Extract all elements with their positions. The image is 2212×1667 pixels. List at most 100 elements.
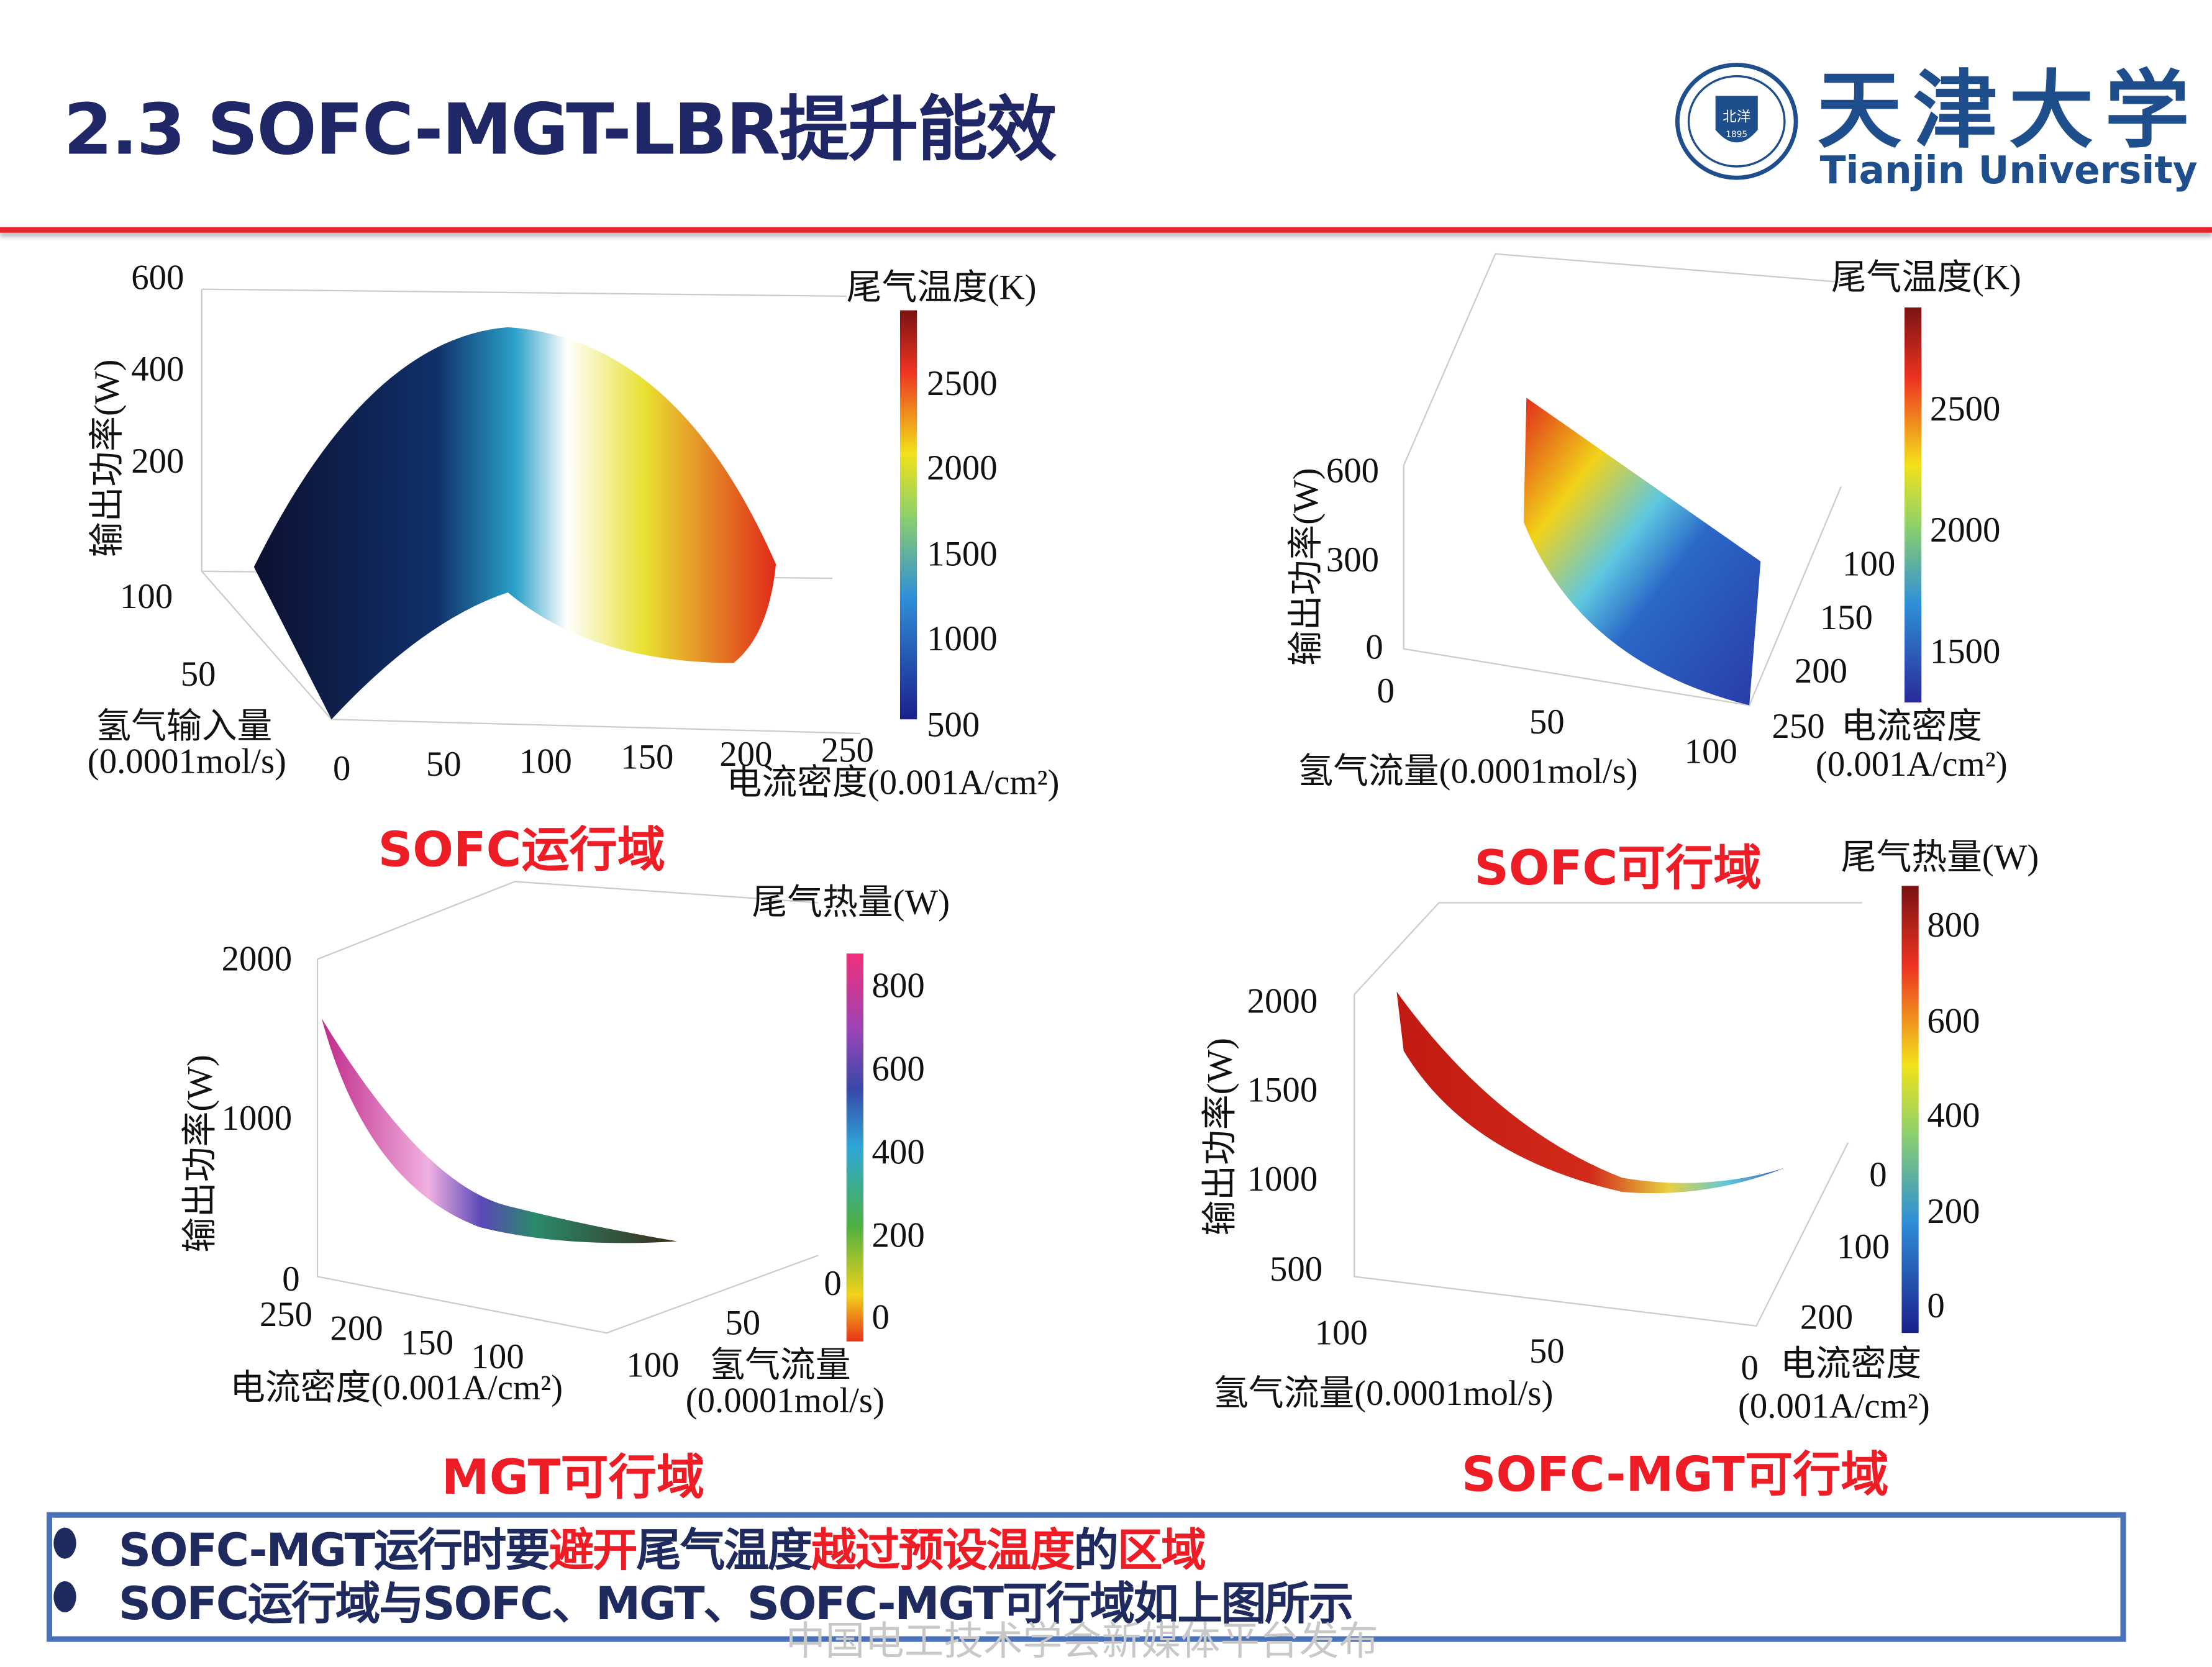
x-tick: 150 xyxy=(621,739,674,778)
text: 尾气温度 xyxy=(636,1523,812,1578)
colorbar-title: 尾气温度(K) xyxy=(1831,259,2021,298)
z-tick: 300 xyxy=(1326,542,1380,580)
y-tick: 100 xyxy=(120,578,173,617)
y-axis-label-unit: (0.0001mol/s) xyxy=(87,743,286,782)
colorbar-title: 尾气热量(W) xyxy=(1841,839,2039,878)
colorbar-tick: 2500 xyxy=(927,365,998,404)
y-axis-label-unit: (0.0001mol/s) xyxy=(685,1382,885,1420)
text: SOFC-MGT运行时要 xyxy=(118,1523,550,1578)
z-axis-label: 输出功率(W) xyxy=(1201,1037,1240,1236)
z-tick: 1000 xyxy=(221,1100,293,1138)
z-tick: 2000 xyxy=(1247,983,1318,1022)
colorbar xyxy=(846,953,863,1342)
colorbar-tick: 2500 xyxy=(1929,391,2001,429)
x-tick: 200 xyxy=(330,1310,383,1349)
summary-box xyxy=(46,1512,2126,1642)
slide-title: 2.3 SOFC-MGT-LBR提升能效 xyxy=(63,89,1057,171)
x-tick: 250 xyxy=(821,732,874,771)
z-tick: 600 xyxy=(1326,453,1380,491)
y-axis-label-unit: (0.001A/cm²) xyxy=(1815,746,2008,784)
x-axis-label: 电流密度(0.001A/cm²) xyxy=(230,1369,563,1408)
colorbar-tick: 1000 xyxy=(927,620,998,659)
colorbar-tick: 800 xyxy=(1927,907,1980,945)
svg-text:北洋: 北洋 xyxy=(1723,109,1750,125)
university-name-en: Tianjin University xyxy=(1819,149,2198,194)
x-tick: 50 xyxy=(426,746,462,784)
watermark: 中国电工技术学会新媒体平台发布 xyxy=(786,1617,1378,1665)
summary-bullet-1: SOFC-MGT运行时要避开尾气温度越过预设温度的区域 xyxy=(118,1515,1206,1579)
z-tick: 1000 xyxy=(1247,1161,1318,1199)
colorbar-tick: 2000 xyxy=(927,450,998,488)
x-axis-label: 氢气流量(0.0001mol/s) xyxy=(1298,753,1638,792)
surface-sofc-mgt-feasible xyxy=(1396,991,1785,1194)
x-axis-label: 氢气流量(0.0001mol/s) xyxy=(1213,1375,1554,1414)
y-tick: 200 xyxy=(1800,1299,1854,1338)
colorbar-tick: 0 xyxy=(872,1299,890,1338)
chart-caption: SOFC-MGT可行域 xyxy=(1461,1447,1889,1504)
colorbar-title: 尾气热量(W) xyxy=(752,884,950,923)
y-tick: 50 xyxy=(725,1304,761,1343)
x-tick: 150 xyxy=(400,1324,454,1363)
colorbar xyxy=(1904,307,1922,703)
z-axis-label: 输出功率(W) xyxy=(181,1055,221,1253)
highlight-text: 避开 xyxy=(548,1523,637,1578)
z-tick: 600 xyxy=(131,259,184,298)
university-name-cn: 天津大学 xyxy=(1817,61,2201,161)
colorbar-tick: 600 xyxy=(872,1050,925,1089)
y-axis-label: 电流密度 xyxy=(1780,1345,1922,1384)
colorbar-tick: 200 xyxy=(1927,1193,1980,1232)
z-axis-label: 输出功率(W) xyxy=(1288,468,1326,666)
university-seal-logo: 北洋 1895 xyxy=(1673,62,1800,181)
z-tick: 0 xyxy=(1365,629,1383,668)
y-tick: 0 xyxy=(1869,1156,1887,1195)
x-tick: 50 xyxy=(1529,704,1565,742)
colorbar-tick: 2000 xyxy=(1929,512,2001,550)
bullet-icon xyxy=(53,1527,76,1559)
x-tick: 100 xyxy=(1314,1314,1368,1353)
colorbar-tick: 1500 xyxy=(1929,633,2001,672)
z-tick: 400 xyxy=(131,351,184,389)
header-divider xyxy=(0,227,2212,233)
y-axis-label: 电流密度 xyxy=(1841,708,1982,747)
colorbar-tick: 200 xyxy=(872,1217,925,1256)
y-tick: 100 xyxy=(626,1347,680,1386)
x-tick: 0 xyxy=(1377,673,1395,711)
y-axis-label: 氢气输入量 xyxy=(96,708,273,747)
colorbar xyxy=(1901,886,1919,1333)
highlight-text: 区域 xyxy=(1117,1523,1206,1578)
x-tick: 100 xyxy=(471,1338,524,1377)
x-tick: 0 xyxy=(332,750,351,789)
y-tick: 0 xyxy=(824,1265,842,1304)
colorbar xyxy=(899,310,917,720)
text: 的 xyxy=(1073,1523,1119,1578)
colorbar-tick: 0 xyxy=(1927,1288,1945,1326)
summary-bullet-2: SOFC运行域与SOFC、MGT、SOFC-MGT可行域如上图所示 xyxy=(118,1577,1354,1631)
colorbar-tick: 400 xyxy=(872,1133,925,1173)
surface-sofc-feasible xyxy=(1523,397,1761,706)
colorbar-tick: 600 xyxy=(1927,1002,1980,1042)
colorbar-tick: 400 xyxy=(1927,1097,1980,1136)
y-tick: 250 xyxy=(1772,708,1825,747)
bullet-icon xyxy=(53,1581,76,1612)
z-tick: 200 xyxy=(131,443,184,481)
surface-mgt-feasible xyxy=(321,1018,678,1243)
x-tick: 0 xyxy=(1741,1350,1759,1388)
chart-caption: SOFC运行域 xyxy=(378,822,666,879)
y-tick: 100 xyxy=(1842,545,1896,584)
z-tick: 0 xyxy=(282,1261,300,1299)
colorbar-title: 尾气温度(K) xyxy=(846,269,1037,308)
x-tick: 50 xyxy=(1529,1333,1565,1371)
colorbar-tick: 800 xyxy=(872,967,925,1006)
highlight-text: 越过预设温度 xyxy=(811,1523,1075,1578)
colorbar-tick: 1500 xyxy=(927,536,998,575)
y-tick: 150 xyxy=(1819,599,1873,638)
chart-caption: MGT可行域 xyxy=(441,1450,705,1507)
x-axis-label: 电流密度(0.001A/cm²) xyxy=(726,764,1060,803)
colorbar-tick: 500 xyxy=(927,706,980,745)
z-tick: 500 xyxy=(1269,1251,1323,1289)
z-axis-label: 输出功率(W) xyxy=(89,359,127,558)
x-tick: 250 xyxy=(259,1296,313,1335)
svg-text:1895: 1895 xyxy=(1726,129,1747,139)
